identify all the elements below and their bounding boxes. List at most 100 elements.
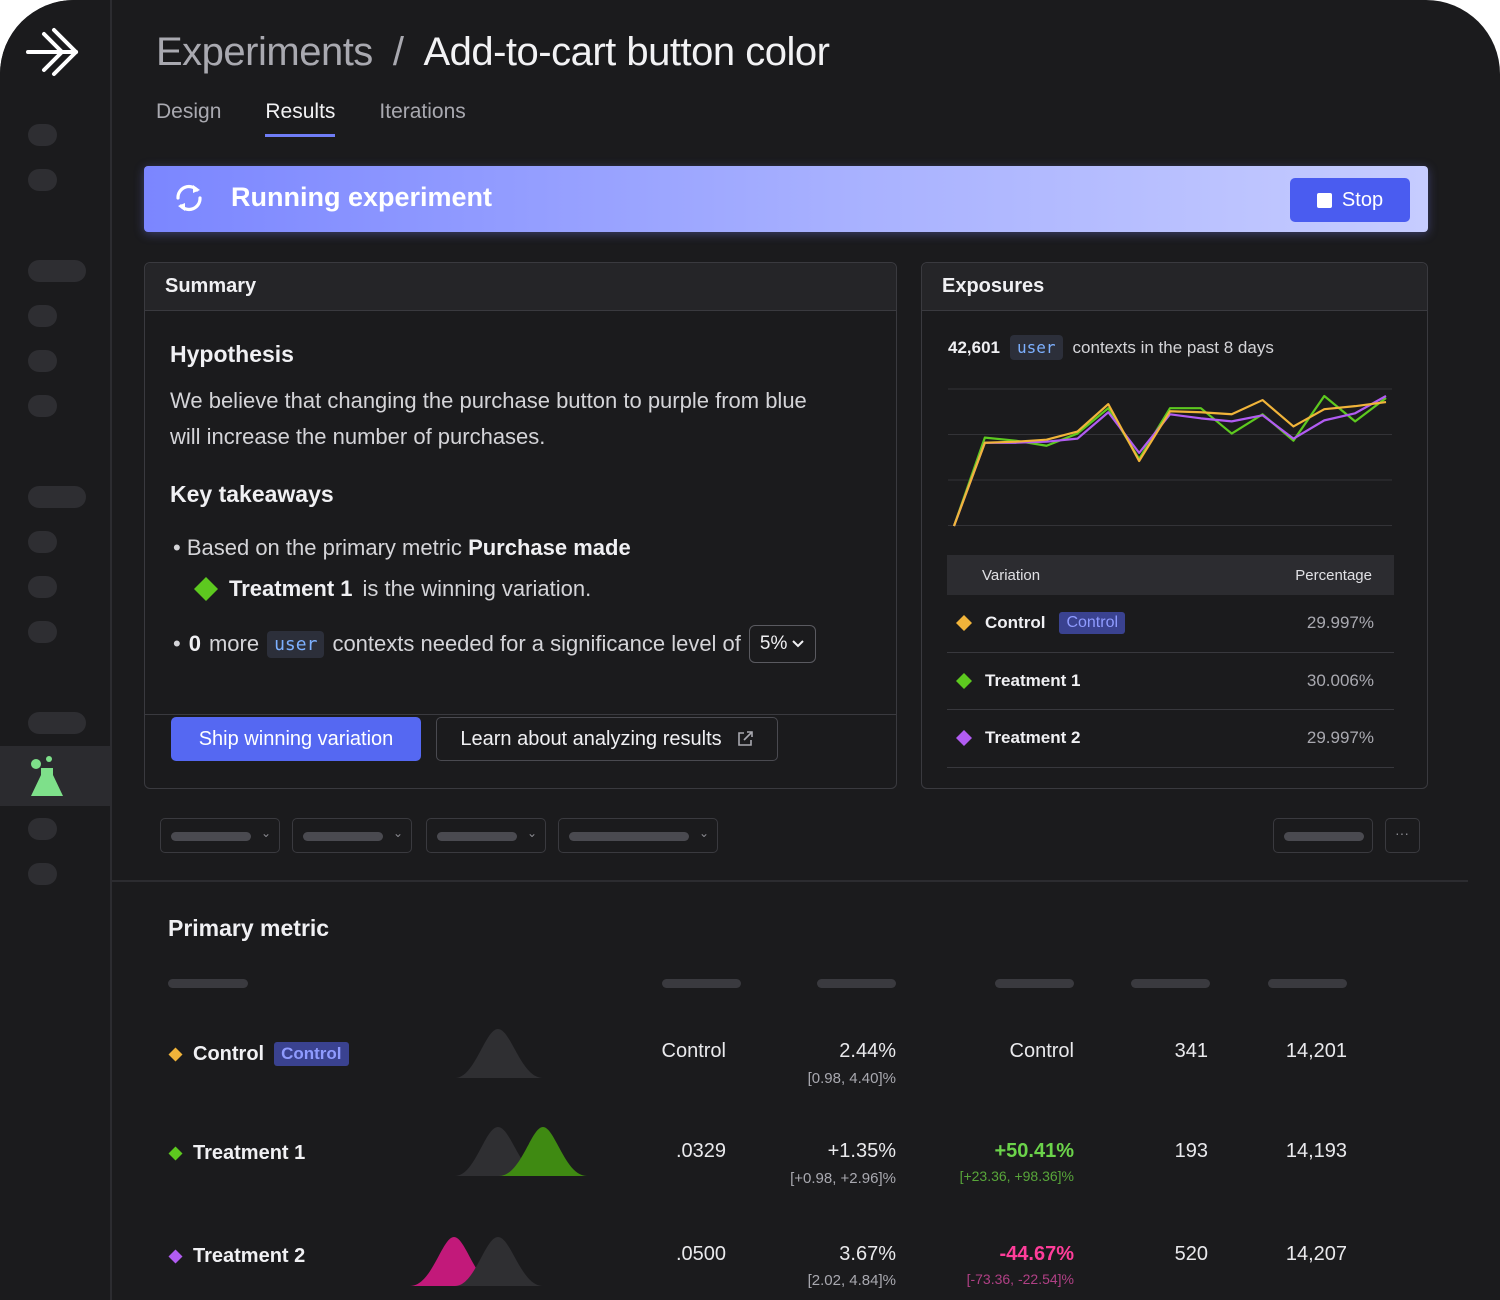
- variation-name: Control: [985, 613, 1046, 633]
- significance-value: 5%: [759, 633, 788, 654]
- metric-row-treatment-2: Treatment 2: [168, 1245, 305, 1268]
- diamond-icon: [956, 672, 972, 689]
- stop-label: Stop: [1341, 188, 1384, 211]
- sidebar-item[interactable]: [28, 621, 57, 643]
- distribution-curve: [410, 1237, 543, 1286]
- relative-difference: +50.41%: [994, 1140, 1074, 1162]
- section-divider: [112, 880, 1468, 882]
- chevron-down-icon: ⌄: [392, 826, 403, 840]
- variation-table-header: Variation Percentage: [947, 555, 1394, 595]
- distribution-curve: [455, 1029, 543, 1078]
- filter-dropdown[interactable]: ⌄: [292, 818, 412, 853]
- diamond-icon: [168, 1047, 183, 1061]
- sync-icon: [176, 184, 202, 212]
- variation-name: Treatment 2: [193, 1245, 306, 1267]
- chevron-down-icon: ⌄: [698, 826, 709, 840]
- sidebar-section-label: [28, 260, 86, 282]
- metric-row-control: Control Control: [168, 1042, 349, 1066]
- chevron-down-icon: [792, 640, 805, 648]
- metric-interval: [+0.98, +2.96]%: [790, 1170, 896, 1187]
- diamond-icon: [168, 1146, 183, 1161]
- metric-cell: 14,207: [1285, 1243, 1347, 1265]
- bullet-dot: •: [173, 535, 187, 560]
- takeaways-heading: Key takeaways: [170, 481, 334, 507]
- distribution-curve: [455, 1127, 587, 1176]
- variation-percentage: 29.997%: [1306, 613, 1374, 633]
- diamond-icon: [956, 730, 972, 747]
- sidebar-item[interactable]: [28, 531, 57, 553]
- series-line-3: [952, 398, 1387, 527]
- contexts-needed-count: 0: [188, 631, 201, 656]
- winner-name: Treatment 1: [229, 576, 353, 601]
- column-header-placeholder: [817, 979, 896, 988]
- learn-label: Learn about analyzing results: [460, 727, 722, 750]
- toolbar-button[interactable]: [1273, 818, 1373, 853]
- primary-metric-title: Primary metric: [168, 915, 330, 941]
- running-banner: Running experiment Stop: [144, 166, 1428, 232]
- launch-arrow-logo-icon[interactable]: [24, 22, 84, 82]
- primary-metric-name: Purchase made: [468, 535, 631, 560]
- ellipsis-icon: ···: [1395, 825, 1409, 841]
- tab-results[interactable]: Results: [265, 100, 336, 137]
- metric-cell: 520: [1174, 1243, 1208, 1265]
- exposures-count: 42,601: [948, 337, 1000, 357]
- metric-row-treatment-1: Treatment 1: [168, 1142, 305, 1165]
- metric-interval: [0.98, 4.40]%: [807, 1070, 896, 1087]
- banner-status-text: Running experiment: [231, 182, 493, 212]
- more-label: more: [208, 631, 260, 656]
- page-title: Experiments / Add-to-cart button color: [156, 30, 830, 75]
- chevron-down-icon: ⌄: [526, 826, 537, 840]
- tab-design[interactable]: Design: [156, 100, 222, 123]
- metric-cell: Control: [1009, 1040, 1074, 1062]
- context-kind-chip: user: [1010, 335, 1063, 360]
- metric-cell: 193: [1174, 1140, 1208, 1162]
- exposures-suffix: contexts in the past 8 days: [1072, 337, 1274, 357]
- takeaway2-suffix: contexts needed for a significance level…: [332, 631, 741, 656]
- metric-cell: 3.67%: [839, 1243, 896, 1265]
- context-kind-chip: user: [267, 630, 325, 658]
- takeaway-contexts-needed: • 0 more user contexts needed for a sign…: [173, 625, 817, 663]
- metric-cell: .0500: [675, 1243, 726, 1265]
- tab-iterations[interactable]: Iterations: [379, 100, 466, 123]
- sidebar-item[interactable]: [28, 863, 57, 885]
- sidebar-item[interactable]: [28, 124, 57, 146]
- learn-analyzing-results-button[interactable]: Learn about analyzing results: [436, 717, 778, 761]
- column-header-placeholder: [995, 979, 1074, 988]
- exposures-title: Exposures: [922, 263, 1427, 311]
- hypothesis-text: We believe that changing the purchase bu…: [170, 388, 807, 449]
- variation-name: Control: [193, 1042, 265, 1065]
- filter-dropdown[interactable]: ⌄: [426, 818, 546, 853]
- flask-icon[interactable]: [28, 756, 66, 798]
- sidebar-item[interactable]: [28, 818, 57, 840]
- sidebar-item[interactable]: [28, 350, 57, 372]
- ship-winning-variation-button[interactable]: Ship winning variation: [171, 717, 421, 761]
- filter-dropdown[interactable]: ⌄: [160, 818, 280, 853]
- metric-cell: 341: [1174, 1040, 1208, 1062]
- metric-cell: Control: [661, 1040, 726, 1062]
- diamond-icon: [194, 577, 218, 601]
- filter-dropdown[interactable]: ⌄: [558, 818, 718, 853]
- breadcrumb-experiments[interactable]: Experiments: [156, 30, 373, 74]
- relative-difference-interval: [-73.36, -22.54]%: [966, 1271, 1074, 1287]
- more-options-button[interactable]: ···: [1385, 818, 1420, 853]
- sidebar: [0, 0, 112, 1300]
- sidebar-item[interactable]: [28, 305, 57, 327]
- stop-button[interactable]: Stop: [1290, 178, 1410, 222]
- exposures-summary: 42,601 user contexts in the past 8 days: [948, 335, 1274, 360]
- column-header-placeholder: [1268, 979, 1347, 988]
- sidebar-item[interactable]: [28, 576, 57, 598]
- exposures-card: Exposures 42,601 user contexts in the pa…: [921, 262, 1428, 789]
- variation-table: Variation Percentage Control Control 29.…: [947, 555, 1394, 768]
- breadcrumb-separator: /: [392, 30, 404, 74]
- takeaway-prefix: Based on the primary metric: [186, 535, 462, 560]
- sidebar-item[interactable]: [28, 169, 57, 191]
- metric-cell: +1.35%: [827, 1140, 896, 1162]
- significance-select[interactable]: 5%: [748, 625, 817, 663]
- sidebar-item[interactable]: [28, 395, 57, 417]
- bullet-dot: •: [173, 631, 181, 656]
- metric-cell: 2.44%: [839, 1040, 896, 1062]
- takeaway-primary-metric: • Based on the primary metric Purchase m…: [173, 535, 631, 561]
- column-header-placeholder: [168, 979, 248, 988]
- tab-bar: Design Results Iterations: [156, 100, 466, 137]
